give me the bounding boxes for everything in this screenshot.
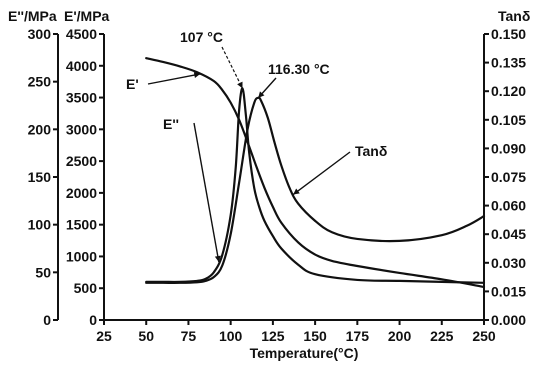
left-inner-tick-label: 500 — [74, 280, 98, 296]
left-inner-axis-label: E'/MPa — [64, 8, 110, 24]
right-tick-label: 0.120 — [491, 83, 526, 99]
tan-delta-label-arrow — [292, 151, 351, 196]
x-tick-label: 250 — [472, 328, 496, 344]
left-outer-tick-label: 0 — [43, 312, 51, 328]
left-outer-tick-label: 50 — [35, 264, 51, 280]
peak-label-107: 107 °C — [180, 29, 223, 45]
x-tick-label: 75 — [181, 328, 197, 344]
right-tick-label: 0.150 — [491, 26, 526, 42]
left-inner-tick-label: 1000 — [66, 248, 97, 264]
tan-delta-label: Tanδ — [355, 143, 387, 159]
tan-delta-label-arrowhead — [293, 188, 300, 195]
left-outer-tick-label: 150 — [28, 169, 52, 185]
left-inner-tick-label: 4500 — [66, 26, 97, 42]
left-outer-tick-label: 300 — [28, 26, 52, 42]
annotations-layer: 107 °C 116.30 °C E' E'' Tanδ — [126, 29, 387, 263]
x-tick-label: 225 — [430, 328, 454, 344]
right-tick-label: 0.075 — [491, 169, 526, 185]
peak-label-107-arrowhead — [237, 81, 243, 89]
storage-modulus-curve — [145, 57, 486, 289]
right-tick-label: 0.090 — [491, 140, 526, 156]
left-inner-tick-label: 2500 — [66, 153, 97, 169]
right-tick-label: 0.105 — [491, 112, 526, 128]
right-axis-label: Tanδ — [498, 8, 530, 24]
right-tick-label: 0.060 — [491, 198, 526, 214]
right-tick-label: 0.015 — [491, 283, 526, 299]
x-tick-label: 25 — [96, 328, 112, 344]
peak-label-116-arrowhead — [258, 91, 265, 98]
left-outer-axis-label: E''/MPa — [8, 8, 57, 24]
x-tick-label: 150 — [303, 328, 327, 344]
x-tick-label: 50 — [138, 328, 154, 344]
right-tick-label: 0.045 — [491, 226, 526, 242]
e-double-prime-label-arrow — [193, 122, 220, 263]
left-outer-tick-label: 100 — [28, 217, 52, 233]
left-inner-tick-label: 4000 — [66, 58, 97, 74]
e-prime-label-arrowhead — [193, 72, 201, 78]
x-tick-label: 100 — [219, 328, 243, 344]
curves-layer — [145, 57, 486, 289]
right-tick-label: 0.135 — [491, 55, 526, 71]
left-inner-tick-label: 0 — [89, 312, 97, 328]
left-inner-tick-label: 3500 — [66, 90, 97, 106]
e-prime-label: E' — [126, 76, 139, 92]
x-tick-label: 175 — [346, 328, 370, 344]
left-inner-tick-label: 3000 — [66, 121, 97, 137]
left-inner-tick-label: 1500 — [66, 217, 97, 233]
x-tick-label: 125 — [261, 328, 285, 344]
e-double-prime-label: E'' — [163, 116, 179, 132]
x-axis-label: Temperature(°C) — [250, 345, 359, 361]
right-tick-label: 0.030 — [491, 255, 526, 271]
peak-label-107-arrow — [221, 46, 244, 89]
peak-label-116: 116.30 °C — [268, 61, 330, 77]
right-tick-label: 0.000 — [491, 312, 526, 328]
left-outer-tick-label: 200 — [28, 121, 52, 137]
tan-delta-curve — [145, 96, 486, 284]
e-double-prime-label-arrowhead — [214, 255, 221, 263]
e-prime-label-arrow — [147, 73, 201, 85]
axes-layer: 25 50 75 100 125 150 175 200 225 2500500100015002… — [28, 26, 527, 344]
left-outer-tick-label: 250 — [28, 74, 52, 90]
x-tick-label: 200 — [388, 328, 412, 344]
left-inner-tick-label: 2000 — [66, 185, 97, 201]
